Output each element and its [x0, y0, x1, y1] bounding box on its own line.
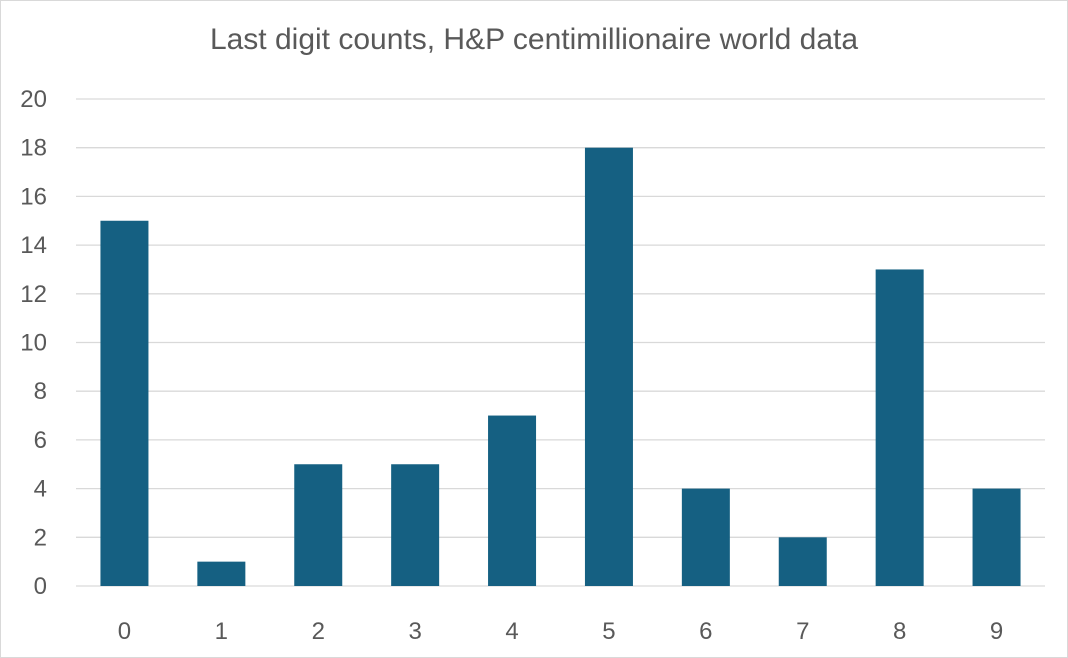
y-axis-ticks: 0 2 4 6 8 10 12 14 16 18 20 — [20, 86, 47, 600]
bars — [100, 147, 1021, 586]
y-tick-label: 14 — [20, 232, 47, 259]
y-tick-label: 12 — [20, 281, 47, 308]
x-tick-label: 7 — [796, 618, 809, 645]
bar-1 — [197, 561, 246, 586]
gridlines — [76, 98, 1045, 587]
bar-7 — [778, 537, 827, 586]
y-tick-label: 6 — [34, 427, 47, 454]
y-tick-label: 0 — [34, 573, 47, 600]
x-tick-label: 0 — [118, 618, 131, 645]
x-tick-label: 4 — [505, 618, 518, 645]
bar-2 — [294, 464, 343, 586]
x-tick-label: 9 — [990, 618, 1003, 645]
y-tick-label: 16 — [20, 183, 47, 210]
bar-5 — [584, 147, 633, 586]
x-tick-label: 5 — [602, 618, 615, 645]
y-tick-label: 20 — [20, 86, 47, 113]
y-tick-label: 18 — [20, 135, 47, 162]
y-tick-label: 8 — [34, 378, 47, 405]
y-tick-label: 10 — [20, 330, 47, 357]
y-tick-label: 4 — [34, 476, 47, 503]
bar-3 — [391, 464, 440, 586]
y-tick-label: 2 — [34, 524, 47, 551]
x-tick-label: 2 — [312, 618, 325, 645]
x-tick-label: 1 — [215, 618, 228, 645]
bar-0 — [100, 220, 149, 586]
chart-title: Last digit counts, H&P centimillionaire … — [209, 23, 859, 56]
x-tick-label: 3 — [408, 618, 421, 645]
bar-8 — [875, 269, 924, 586]
x-axis-ticks: 0 1 2 3 4 5 6 7 8 9 — [118, 618, 1003, 645]
bar-4 — [488, 415, 537, 586]
bar-9 — [972, 488, 1021, 586]
bar-6 — [681, 488, 730, 586]
x-tick-label: 6 — [699, 618, 712, 645]
x-tick-label: 8 — [893, 618, 906, 645]
